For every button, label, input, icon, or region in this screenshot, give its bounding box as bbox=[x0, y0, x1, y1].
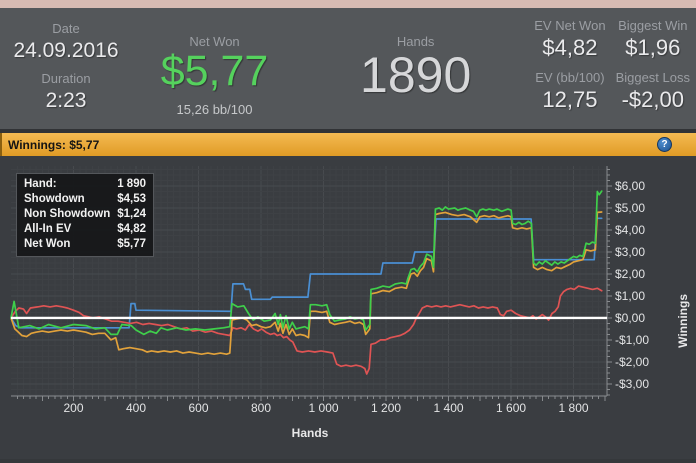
help-icon[interactable]: ? bbox=[657, 137, 672, 152]
legend-row-net-won: Net Won $5,77 bbox=[24, 238, 146, 250]
x-tick-label: 400 bbox=[126, 401, 146, 415]
hands-value: 1890 bbox=[360, 47, 472, 103]
x-tick-label: 1 000 bbox=[309, 401, 339, 415]
ev-bb100-label: EV (bb/100) bbox=[535, 69, 605, 85]
winnings-chart[interactable]: 200 400 600 800 1 000 1 200 1 400 1 600 1 800 $6,… bbox=[0, 156, 696, 459]
net-won-bb100: 15,26 bb/100 bbox=[176, 102, 253, 117]
y-axis-title: Winnings bbox=[676, 294, 690, 348]
legend-row-hand: Hand: 1 890 bbox=[24, 178, 146, 190]
hands-column: Hands 1890 bbox=[297, 8, 534, 129]
winnings-section-title: Winnings: $5,77 bbox=[8, 137, 100, 152]
biggest-loss-label: Biggest Loss bbox=[615, 69, 690, 85]
hands-label: Hands bbox=[396, 34, 435, 49]
legend-row-showdown: Showdown $4,53 bbox=[24, 193, 146, 205]
x-axis-title: Hands bbox=[291, 426, 329, 440]
ev-net-won-value: $4,82 bbox=[542, 34, 598, 60]
date-value: 24.09.2016 bbox=[13, 38, 119, 62]
ev-bb100-value: 12,75 bbox=[542, 86, 598, 112]
net-won-line bbox=[10, 190, 603, 336]
legend-row-all-in-ev: All-In EV $4,82 bbox=[24, 223, 146, 235]
session-stats-bar: Date 24.09.2016 Duration 2:23 Net Won $5… bbox=[0, 8, 696, 133]
winnings-section-header[interactable]: Winnings: $5,77 ? bbox=[0, 133, 696, 156]
y-tick-label: $3,00 bbox=[615, 245, 645, 259]
net-won-value: $5,77 bbox=[160, 47, 269, 95]
duration-value: 2:23 bbox=[45, 88, 87, 112]
winnings-chart-panel: 200 400 600 800 1 000 1 200 1 400 1 600 1 800 $6,… bbox=[0, 156, 696, 459]
x-tick-label: 1 400 bbox=[434, 401, 464, 415]
biggest-loss-value: -$2,00 bbox=[621, 86, 684, 112]
x-tick-label: 1 600 bbox=[496, 401, 526, 415]
y-tick-label: -$1,00 bbox=[615, 333, 649, 347]
net-won-column: Net Won $5,77 15,26 bb/100 bbox=[132, 8, 297, 129]
biggest-win-value: $1,96 bbox=[625, 34, 681, 60]
y-tick-label: $0,00 bbox=[615, 311, 645, 325]
legend-row-non-showdown: Non Showdown $1,24 bbox=[24, 208, 146, 220]
x-tick-label: 600 bbox=[189, 401, 209, 415]
ev-biggest-grid: EV Net Won $4,82 EV (bb/100) 12,75 Bigge… bbox=[534, 8, 696, 129]
x-tick-label: 200 bbox=[63, 401, 83, 415]
date-duration-column: Date 24.09.2016 Duration 2:23 bbox=[0, 8, 132, 129]
biggest-column: Biggest Win $1,96 Biggest Loss -$2,00 bbox=[616, 8, 690, 129]
x-tick-label: 1 200 bbox=[371, 401, 401, 415]
y-tick-label: $2,00 bbox=[615, 267, 645, 281]
non-showdown-line bbox=[10, 285, 603, 375]
date-label: Date bbox=[52, 20, 80, 36]
duration-label: Duration bbox=[41, 70, 91, 86]
x-tick-label: 800 bbox=[251, 401, 271, 415]
biggest-win-label: Biggest Win bbox=[618, 17, 688, 33]
x-tick-label: 1 800 bbox=[559, 401, 589, 415]
y-tick-label: $5,00 bbox=[615, 201, 645, 215]
ev-net-won-label: EV Net Won bbox=[534, 17, 606, 33]
showdown-line bbox=[10, 217, 603, 329]
y-tick-label: -$2,00 bbox=[615, 355, 649, 369]
window-title-strip bbox=[0, 0, 696, 8]
chart-tooltip-legend: Hand: 1 890 Showdown $4,53 Non Showdown $1,… bbox=[16, 173, 154, 257]
y-tick-label: $1,00 bbox=[615, 289, 645, 303]
y-tick-label: $6,00 bbox=[615, 179, 645, 193]
net-won-label: Net Won bbox=[189, 34, 240, 49]
y-tick-label: $4,00 bbox=[615, 223, 645, 237]
y-tick-label: -$3,00 bbox=[615, 377, 649, 391]
ev-column: EV Net Won $4,82 EV (bb/100) 12,75 bbox=[534, 8, 605, 129]
